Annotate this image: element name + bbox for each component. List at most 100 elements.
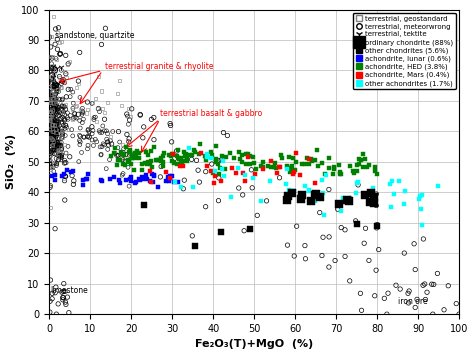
Point [50,105,58,110]
Point [50,82,58,88]
Point [162,178,169,184]
Point [121,158,129,164]
Point [283,197,291,203]
Point [50,142,58,148]
Point [49,140,56,146]
Point [58,104,66,109]
Point [79,120,86,125]
Point [99,178,106,184]
Point [49,100,57,106]
Point [139,176,146,181]
Point [46,97,53,103]
Point [57,106,65,112]
Point [180,158,187,164]
Point [52,97,59,102]
Point [54,123,61,129]
Point [58,109,66,115]
Point [52,26,59,32]
Point [52,92,59,98]
Point [118,172,126,178]
Point [430,282,438,287]
Point [49,164,57,170]
Point [270,164,278,170]
Point [46,96,54,102]
Point [48,86,55,92]
Point [151,174,158,179]
Point [59,297,67,303]
Point [111,151,119,156]
Point [74,111,82,117]
Point [46,151,53,156]
Point [371,168,379,174]
Point [105,142,112,148]
Point [47,73,55,79]
Point [171,156,178,162]
Point [428,282,436,287]
Point [119,141,127,147]
Point [123,111,130,117]
Point [160,150,168,155]
Point [46,69,54,75]
Point [276,175,283,181]
Point [136,151,143,156]
Point [131,155,138,161]
Point [314,163,322,169]
Point [372,267,380,273]
Point [61,178,68,184]
Point [46,94,54,100]
Point [55,104,63,110]
Point [46,95,54,101]
Point [50,123,58,129]
Point [373,203,380,208]
Point [53,144,60,150]
Point [61,80,68,86]
Point [59,132,66,138]
Point [138,174,146,179]
Point [68,173,76,179]
Point [367,190,374,196]
Point [46,109,54,115]
Point [54,98,62,104]
Point [316,194,324,200]
Point [126,149,133,154]
Point [50,105,58,111]
Point [52,126,59,132]
Point [51,133,59,139]
Point [59,122,67,128]
Point [336,171,344,177]
Point [218,157,225,163]
Point [207,155,215,160]
Point [142,172,150,178]
Point [60,171,68,177]
Point [170,179,177,185]
Point [356,157,363,162]
Point [416,193,423,199]
Point [70,100,77,106]
Point [100,142,108,148]
Point [146,168,154,174]
Point [369,185,376,191]
Point [189,152,196,158]
Point [180,186,187,192]
Point [64,115,71,120]
Point [116,139,124,145]
Point [166,121,174,126]
Point [46,98,54,103]
Point [275,164,283,169]
Point [62,150,70,156]
Point [83,176,91,182]
Text: sandstone, quartzite: sandstone, quartzite [55,31,135,40]
Point [232,170,239,176]
Point [363,164,370,170]
Point [325,187,333,192]
Point [73,103,81,108]
Point [46,96,54,102]
Point [305,188,313,193]
Point [127,151,135,157]
Point [390,191,398,197]
Point [74,78,82,84]
Point [115,157,122,163]
Point [149,180,157,185]
Point [434,184,441,189]
Point [55,143,63,148]
